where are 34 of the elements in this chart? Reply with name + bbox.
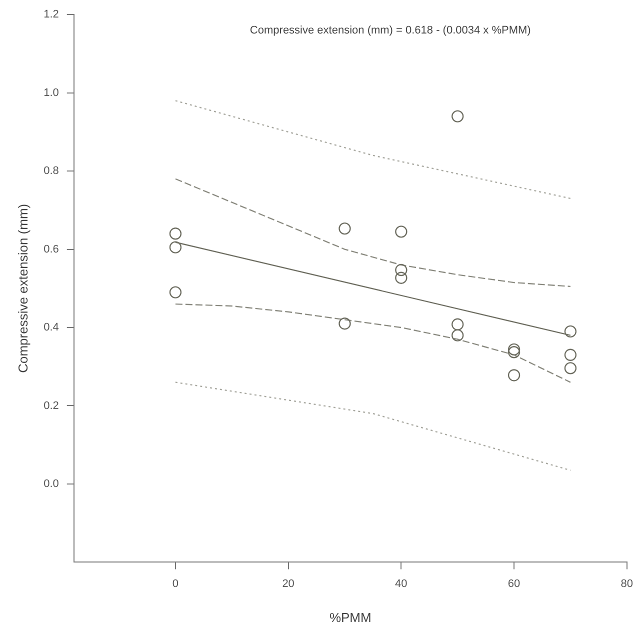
point: [169, 286, 182, 298]
point: [395, 272, 408, 284]
y-tick-label: 0.8: [44, 165, 59, 178]
point: [395, 226, 408, 238]
point: [508, 343, 520, 356]
x-tick-label: 20: [282, 578, 294, 590]
x-tick-label: 0: [172, 578, 179, 590]
x-tick-label: 40: [395, 578, 408, 590]
y-tick-label: 1.0: [44, 86, 59, 99]
point: [508, 369, 520, 382]
point: [169, 228, 182, 240]
point: [395, 264, 408, 276]
point: [452, 318, 464, 330]
point: [564, 362, 577, 374]
y-tick-label: 0.4: [44, 322, 59, 334]
y-tick-label: 0.0: [44, 478, 59, 490]
point: [338, 318, 351, 330]
point: [564, 348, 577, 361]
line-series: [174, 303, 572, 383]
y-tick-label: 0.6: [44, 243, 59, 256]
point: [452, 329, 464, 342]
point: [508, 346, 520, 358]
x-tick-label: 60: [508, 578, 520, 590]
point: [338, 222, 351, 235]
line-series: [174, 178, 572, 288]
y-tick-label: 0.2: [44, 400, 59, 412]
annotation: Compressive extension (mm) = 0.618 - (0.0034 x %PMM): [250, 24, 531, 37]
x-tick-label: 80: [620, 578, 634, 590]
x-axis-title: %PMM: [329, 610, 372, 625]
y-axis-title: Compressive extension (mm): [15, 204, 30, 373]
point: [452, 110, 464, 122]
point: [169, 241, 182, 254]
y-tick-label: 1.2: [44, 8, 59, 21]
point: [564, 325, 577, 338]
